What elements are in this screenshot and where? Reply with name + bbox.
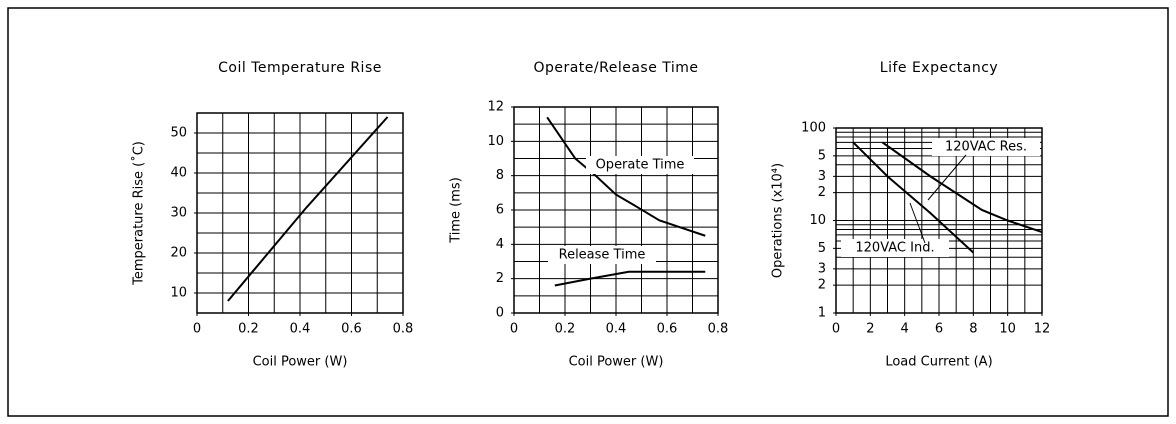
x-axis-label: Load Current (A) xyxy=(885,355,992,370)
x-tick-label: 0.8 xyxy=(393,322,414,337)
series-label: 120VAC Res. xyxy=(945,140,1027,155)
x-tick-label: 0.6 xyxy=(657,322,678,337)
y-tick-label: 6 xyxy=(496,203,504,218)
y-tick-label: 2 xyxy=(818,185,826,200)
y-tick-label: 3 xyxy=(818,261,826,276)
label-background xyxy=(586,156,694,174)
y-tick-label: 12 xyxy=(487,100,504,115)
leader-line xyxy=(909,202,926,244)
data-line xyxy=(546,116,706,237)
x-tick-label: 6 xyxy=(935,322,943,337)
x-tick-label: 0 xyxy=(832,322,840,337)
x-tick-label: 0.4 xyxy=(606,322,627,337)
y-axis-label: Time (ms) xyxy=(449,177,464,244)
y-tick-label: 10 xyxy=(170,286,187,301)
series-label: 120VAC Ind. xyxy=(855,241,934,256)
x-axis-label: Coil Power (W) xyxy=(253,355,348,370)
x-tick-label: 8 xyxy=(969,322,977,337)
x-axis-label: Coil Power (W) xyxy=(569,355,664,370)
y-tick-label: 20 xyxy=(170,246,187,261)
x-tick-label: 0 xyxy=(193,322,201,337)
chart-title: Operate/Release Time xyxy=(533,60,698,76)
label-background xyxy=(548,246,656,264)
series-label: Operate Time xyxy=(596,158,685,173)
x-tick-label: 12 xyxy=(1034,322,1051,337)
y-tick-label: 5 xyxy=(818,241,826,256)
x-tick-label: 0.8 xyxy=(708,322,729,337)
x-tick-label: 0.4 xyxy=(290,322,311,337)
y-tick-label: 100 xyxy=(801,121,826,136)
label-background xyxy=(841,239,949,257)
y-tick-label: 10 xyxy=(487,134,504,149)
y-tick-label: 8 xyxy=(496,168,504,183)
y-tick-label: 30 xyxy=(170,206,187,221)
y-tick-label: 0 xyxy=(496,306,504,321)
x-tick-label: 0.2 xyxy=(555,322,576,337)
x-tick-label: 2 xyxy=(866,322,874,337)
y-tick-label: 3 xyxy=(818,169,826,184)
y-tick-label: 4 xyxy=(496,237,504,252)
y-tick-label: 2 xyxy=(818,278,826,293)
y-tick-label: 10 xyxy=(809,213,826,228)
y-tick-label: 50 xyxy=(170,126,187,141)
y-tick-label: 5 xyxy=(818,148,826,163)
label-background xyxy=(932,138,1040,156)
data-line xyxy=(554,270,706,287)
y-tick-label: 1 xyxy=(818,306,826,321)
data-line xyxy=(227,116,389,302)
series-label: Release Time xyxy=(559,248,646,263)
leader-line xyxy=(927,154,967,201)
y-axis-label: Operations (x10⁴) xyxy=(771,163,786,278)
x-tick-label: 0.6 xyxy=(341,322,362,337)
x-tick-label: 0.2 xyxy=(238,322,259,337)
frame xyxy=(7,7,1169,417)
x-tick-label: 10 xyxy=(999,322,1016,337)
chart-title: Coil Temperature Rise xyxy=(218,60,382,76)
x-tick-label: 4 xyxy=(901,322,909,337)
x-tick-label: 0 xyxy=(510,322,518,337)
data-line xyxy=(881,141,1043,234)
data-line xyxy=(852,141,975,254)
y-tick-label: 40 xyxy=(170,166,187,181)
y-axis-label: Temperature Rise (˚C) xyxy=(131,141,147,286)
chart-title: Life Expectancy xyxy=(880,60,998,76)
y-tick-label: 2 xyxy=(496,271,504,286)
